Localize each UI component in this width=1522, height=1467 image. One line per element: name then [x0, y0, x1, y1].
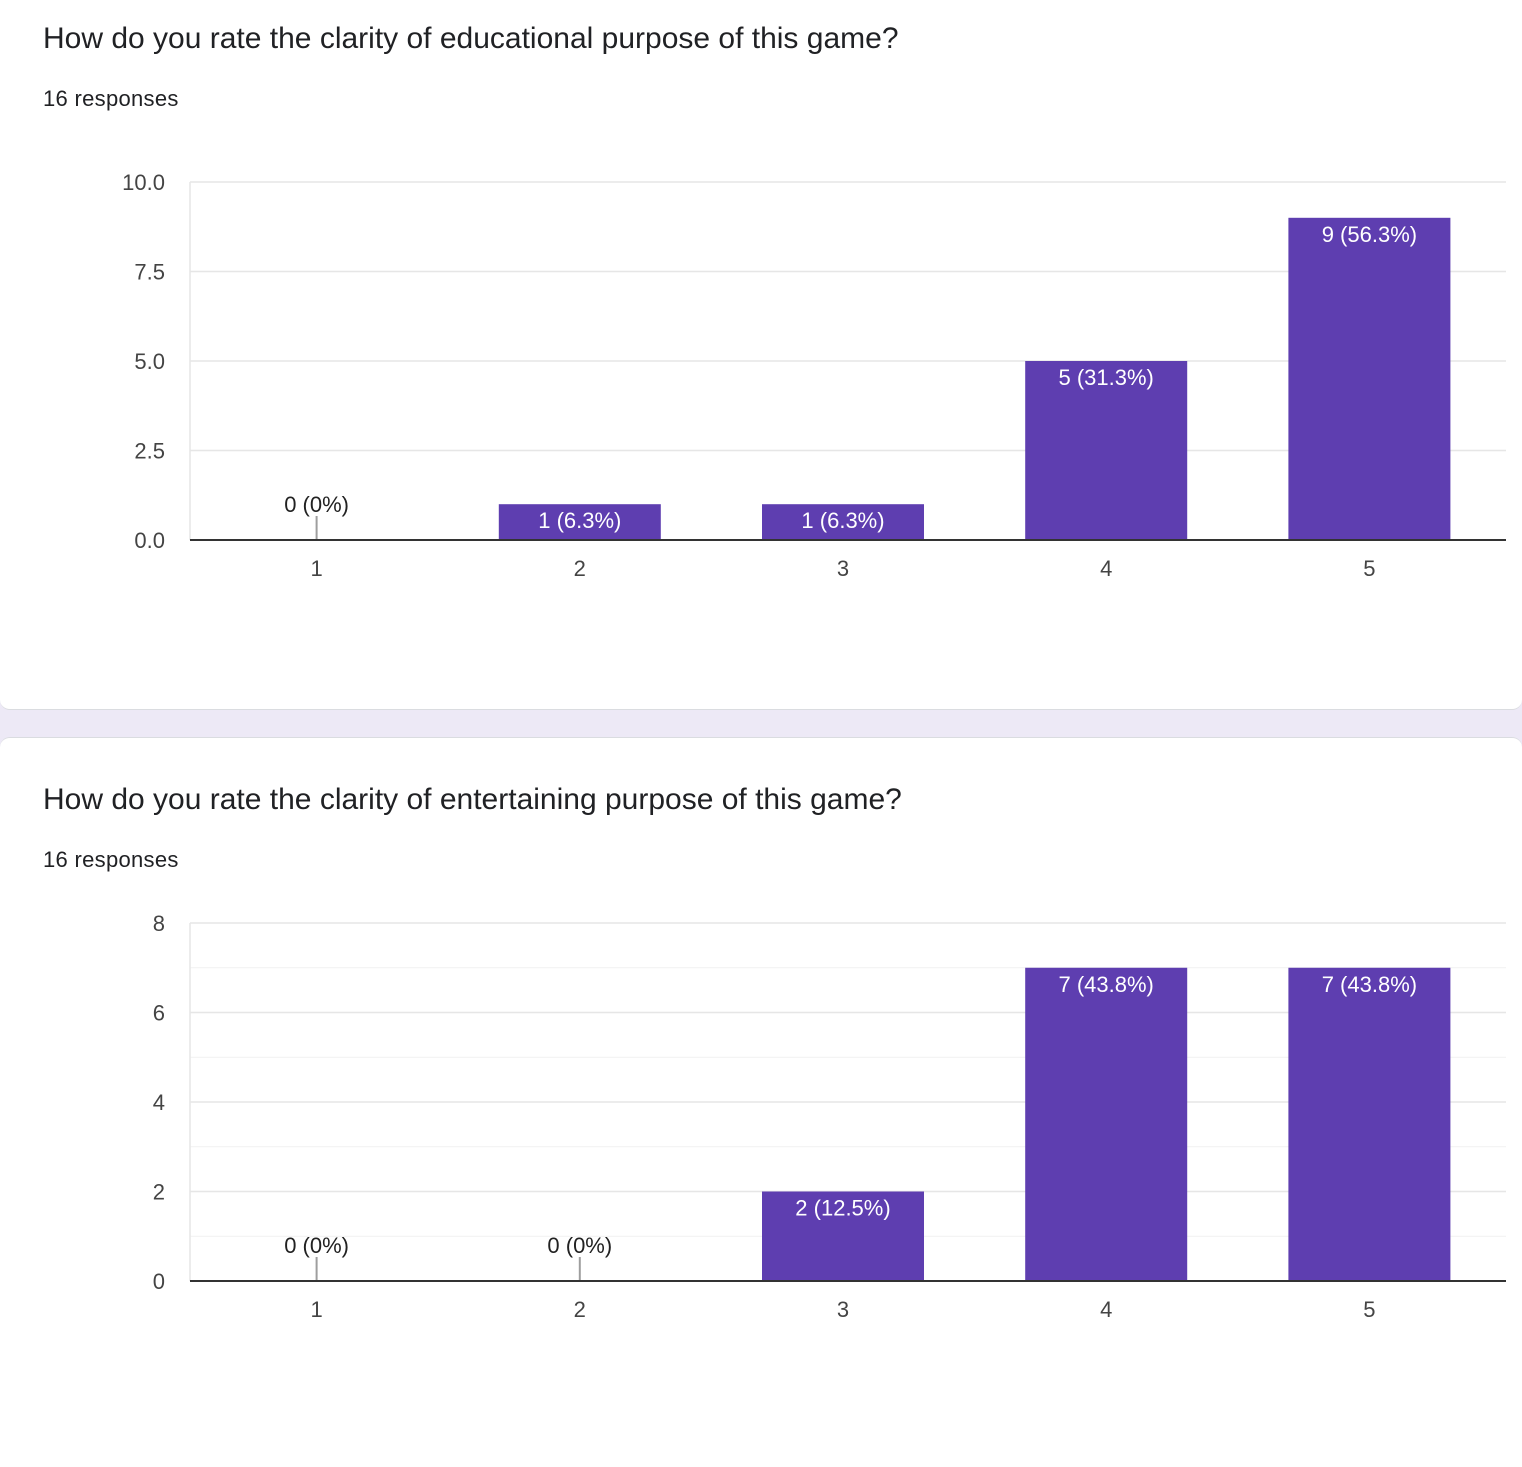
response-count: 16 responses: [43, 847, 179, 872]
x-tick-label: 5: [1363, 556, 1375, 581]
data-label: 7 (43.8%): [1059, 972, 1154, 997]
y-tick-label: 10.0: [122, 170, 165, 195]
data-label: 0 (0%): [284, 1233, 349, 1258]
bar: [1288, 967, 1451, 1281]
data-label: 1 (6.3%): [538, 508, 621, 533]
question-card-educational: How do you rate the clarity of education…: [0, 0, 1522, 710]
question-title: How do you rate the clarity of education…: [43, 22, 899, 55]
x-tick-label: 4: [1100, 1297, 1112, 1322]
x-tick-label: 3: [837, 1297, 849, 1322]
y-tick-label: 0.0: [134, 528, 165, 553]
x-tick-label: 4: [1100, 556, 1112, 581]
data-label: 1 (6.3%): [801, 508, 884, 533]
bar: [762, 1191, 924, 1281]
y-tick-label: 5.0: [134, 349, 165, 374]
question-card-entertaining: How do you rate the clarity of entertain…: [0, 737, 1522, 1467]
question-title: How do you rate the clarity of entertain…: [43, 783, 902, 816]
response-count: 16 responses: [43, 86, 179, 111]
bar: [1025, 361, 1188, 540]
bar: [762, 504, 924, 540]
x-tick-label: 2: [574, 556, 586, 581]
bar: [498, 504, 661, 540]
data-label: 5 (31.3%): [1059, 365, 1154, 390]
data-label: 9 (56.3%): [1322, 222, 1417, 247]
y-tick-label: 4: [153, 1090, 165, 1115]
bar: [1025, 967, 1188, 1281]
y-tick-label: 2: [153, 1180, 165, 1205]
x-tick-label: 5: [1363, 1297, 1375, 1322]
data-label: 0 (0%): [284, 492, 349, 517]
x-tick-label: 2: [574, 1297, 586, 1322]
bar-chart-educational: 0.0 2.5 5.0 7.5 10.0 0 (0%) 1 1 (6.3%) 2 1 (6.3%)…: [122, 170, 1506, 581]
data-label: 2 (12.5%): [795, 1196, 890, 1221]
x-tick-label: 1: [310, 556, 322, 581]
data-label: 7 (43.8%): [1322, 972, 1417, 997]
y-tick-label: 2.5: [134, 439, 165, 464]
y-tick-label: 7.5: [134, 260, 165, 285]
x-tick-label: 1: [310, 1297, 322, 1322]
y-tick-label: 6: [153, 1001, 165, 1026]
bar: [1288, 217, 1451, 541]
bar-chart-entertaining: 0 2 4 6 8 0 (0%) 1 0 (0%) 2 2 (12.5%) 3 7 (43.8%) 4 7…: [153, 911, 1506, 1322]
y-tick-label: 8: [153, 911, 165, 936]
data-label: 0 (0%): [547, 1233, 612, 1258]
y-tick-label: 0: [153, 1269, 165, 1294]
x-tick-label: 3: [837, 556, 849, 581]
